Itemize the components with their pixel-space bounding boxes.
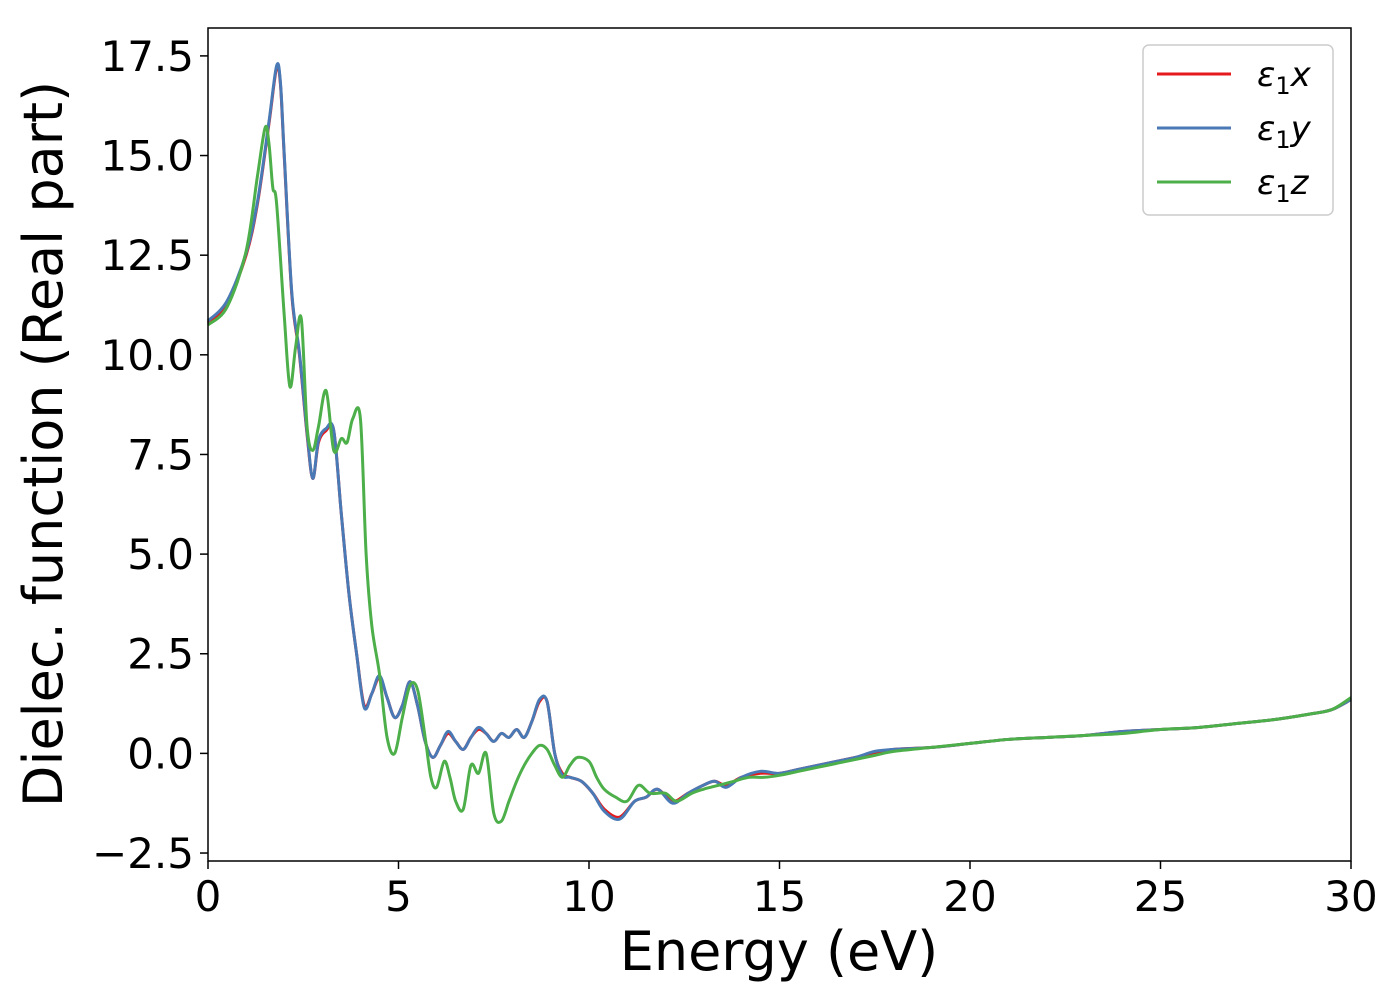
legend-box <box>1142 44 1334 216</box>
y-axis: −2.5 0.0 2.5 5.0 7.5 10.0 12.5 15.0 17.5 <box>92 32 208 878</box>
x-tick-label: 25 <box>1134 872 1187 921</box>
x-tick-label: 20 <box>943 872 996 921</box>
x-tick-label: 30 <box>1324 872 1377 921</box>
x-axis-label: Energy (eV) <box>620 920 939 983</box>
y-tick-label: 12.5 <box>100 231 194 280</box>
series-line-y <box>206 61 1352 821</box>
y-axis-label: Dielec. function (Real part) <box>12 81 75 807</box>
series-layer <box>206 61 1352 824</box>
y-tick-label: 2.5 <box>127 630 194 679</box>
x-tick-label: 5 <box>385 872 412 921</box>
y-tick-label: 5.0 <box>127 530 194 579</box>
y-tick-label: 7.5 <box>127 430 194 479</box>
legend-entries: ε1x ε1y ε1z <box>1157 55 1312 208</box>
legend-label-x: ε1x <box>1257 55 1312 100</box>
x-axis: 0 5 10 15 20 25 30 <box>195 861 1378 921</box>
x-tick-label: 10 <box>562 872 615 921</box>
y-tick-label: −2.5 <box>92 829 194 878</box>
y-tick-label: 10.0 <box>100 331 194 380</box>
series-line-z <box>206 124 1352 824</box>
x-tick-label: 15 <box>753 872 806 921</box>
legend-label-z: ε1z <box>1257 163 1310 208</box>
x-tick-label: 0 <box>195 872 222 921</box>
y-tick-label: 15.0 <box>100 132 194 181</box>
legend: ε1x ε1y ε1z <box>1142 44 1334 216</box>
y-tick-label: 0.0 <box>127 729 194 778</box>
y-tick-label: 17.5 <box>100 32 194 81</box>
legend-label-y: ε1y <box>1257 109 1312 154</box>
